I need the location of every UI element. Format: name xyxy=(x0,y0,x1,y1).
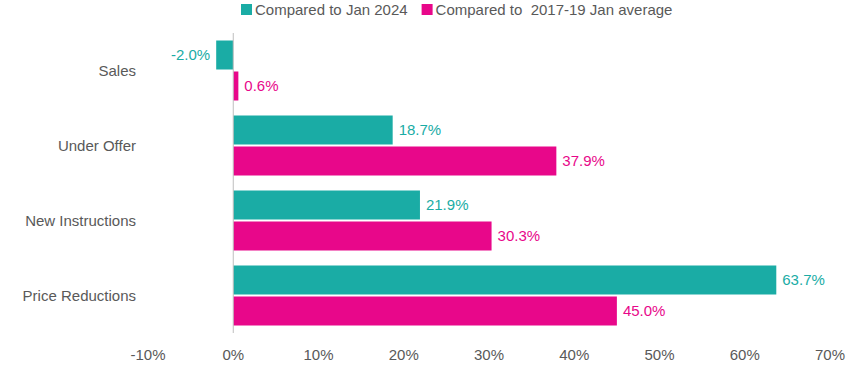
bar xyxy=(233,222,491,251)
tick-label: 10% xyxy=(303,346,333,363)
bars xyxy=(216,41,776,326)
data-label: 21.9% xyxy=(426,196,469,213)
tick-label: 60% xyxy=(730,346,760,363)
data-label: 45.0% xyxy=(623,302,666,319)
data-label: -2.0% xyxy=(171,46,210,63)
legend-swatch xyxy=(422,4,433,15)
category-label: Under Offer xyxy=(58,137,136,154)
tick-label: 20% xyxy=(389,346,419,363)
bar xyxy=(233,297,617,326)
category-label: Price Reductions xyxy=(23,287,136,304)
tick-label: 70% xyxy=(815,346,845,363)
bar xyxy=(233,147,556,176)
bar xyxy=(233,72,238,101)
data-label: 30.3% xyxy=(498,227,541,244)
chart-svg: -10% 0% 10% 20% 30% 40% 50% 60% 70% Sales Under Of… xyxy=(0,0,857,371)
legend-swatch xyxy=(241,4,252,15)
data-label: 0.6% xyxy=(244,77,278,94)
category-label: Sales xyxy=(98,62,136,79)
tick-label: 0% xyxy=(222,346,244,363)
data-labels: -2.0% 18.7% 21.9% 63.7% 0.6% 37.9% 30.3% 45.0% xyxy=(171,46,825,319)
legend-label: Compared to 2017-19 Jan average xyxy=(436,1,673,18)
bar xyxy=(233,116,392,145)
zero-line xyxy=(233,33,234,333)
category-label: New Instructions xyxy=(25,212,136,229)
tick-label: 40% xyxy=(559,346,589,363)
legend-label: Compared to Jan 2024 xyxy=(255,1,408,18)
data-label: 18.7% xyxy=(399,121,442,138)
tick-label: 50% xyxy=(644,346,674,363)
legend: Compared to Jan 2024 Compared to 2017-19 … xyxy=(241,1,672,18)
chart-container: -10% 0% 10% 20% 30% 40% 50% 60% 70% Sales Under Of… xyxy=(0,0,857,371)
data-label: 63.7% xyxy=(782,271,825,288)
bar xyxy=(233,191,420,220)
bar xyxy=(216,41,233,70)
tick-label: 30% xyxy=(474,346,504,363)
bar xyxy=(233,266,776,295)
tick-label: -10% xyxy=(130,346,165,363)
data-label: 37.9% xyxy=(562,152,605,169)
